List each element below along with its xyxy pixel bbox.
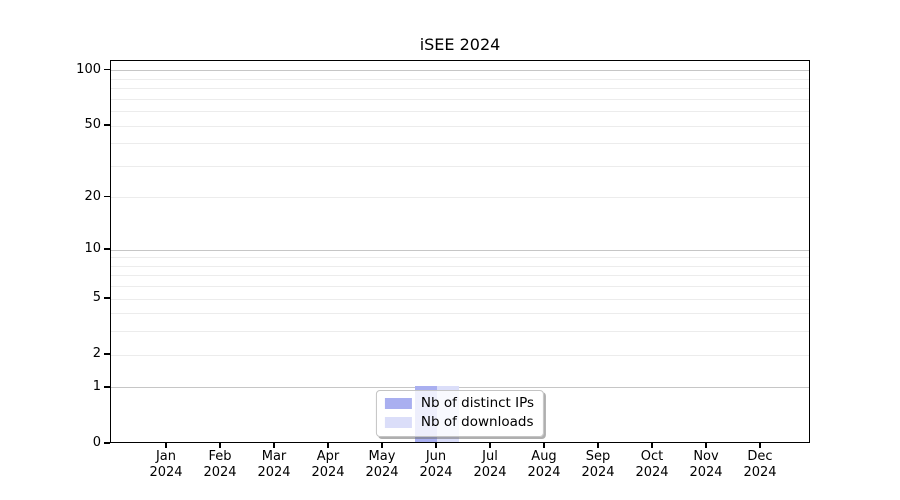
y-tick-label-20: 20 [84,188,101,204]
gridline-y-3 [111,331,809,333]
x-tick-jul [489,443,491,448]
gridline-y-70 [111,98,809,100]
legend-item-0: Nb of distinct IPs [384,395,535,411]
gridline-y-5 [111,298,809,300]
x-tick-label-oct: Oct 2024 [635,449,669,480]
x-tick-mar [273,443,275,448]
legend-label: Nb of downloads [420,414,534,430]
gridline-y-60 [111,111,809,113]
x-tick-label-nov: Nov 2024 [689,449,723,480]
gridline-y-20 [111,197,809,199]
x-tick-may [381,443,383,448]
x-tick-label-apr: Apr 2024 [311,449,345,480]
x-tick-label-mar: Mar 2024 [257,449,291,480]
gridline-y-8 [111,265,809,267]
x-tick-jun [435,443,437,448]
legend-item-1: Nb of downloads [384,414,534,430]
gridline-y-2 [111,354,809,356]
x-tick-aug [543,443,545,448]
y-tick-100 [104,69,110,71]
y-tick-label-0: 0 [92,435,101,450]
gridline-y-9 [111,257,809,259]
legend-label: Nb of distinct IPs [420,395,535,411]
x-tick-label-feb: Feb 2024 [203,449,237,480]
chart-title: iSEE 2024 [419,35,501,54]
x-tick-feb [219,443,221,448]
y-tick-10 [104,248,110,250]
y-tick-20 [104,196,110,198]
x-tick-label-sep: Sep 2024 [581,449,615,480]
legend-swatch-icon [384,398,412,409]
y-tick-label-1: 1 [92,378,101,394]
x-tick-label-dec: Dec 2024 [743,449,777,480]
gridline-y-50 [111,125,809,127]
x-tick-label-may: May 2024 [365,449,399,480]
legend: Nb of distinct IPs Nb of downloads [375,390,545,437]
y-tick-label-10: 10 [84,241,101,257]
y-tick-label-2: 2 [92,346,101,362]
x-tick-dec [759,443,761,448]
x-tick-label-jun: Jun 2024 [419,449,453,480]
y-tick-label-50: 50 [84,117,101,133]
x-tick-label-aug: Aug 2024 [527,449,561,480]
x-tick-nov [705,443,707,448]
y-tick-label-5: 5 [92,290,101,306]
y-tick-label-100: 100 [76,61,101,77]
gridline-y-30 [111,165,809,167]
gridline-y-40 [111,143,809,145]
legend-swatch-icon [384,417,412,428]
y-tick-2 [104,353,110,355]
gridline-y-10 [111,249,809,251]
y-tick-0 [104,442,110,444]
y-tick-1 [104,386,110,388]
gridline-y-80 [111,88,809,90]
gridlines-layer [111,61,809,442]
bars-layer [111,61,809,442]
gridline-y-100 [111,70,809,72]
gridline-y-7 [111,275,809,277]
x-tick-jan [165,443,167,448]
y-tick-50 [104,124,110,126]
gridline-y-1 [111,387,809,389]
gridline-y-4 [111,313,809,315]
gridline-y-90 [111,78,809,80]
plot-area: Nb of distinct IPs Nb of downloads [110,60,810,443]
x-tick-oct [651,443,653,448]
x-tick-sep [597,443,599,448]
x-tick-label-jul: Jul 2024 [473,449,507,480]
gridline-y-6 [111,286,809,288]
x-tick-label-jan: Jan 2024 [149,449,183,480]
x-tick-apr [327,443,329,448]
y-tick-5 [104,297,110,299]
